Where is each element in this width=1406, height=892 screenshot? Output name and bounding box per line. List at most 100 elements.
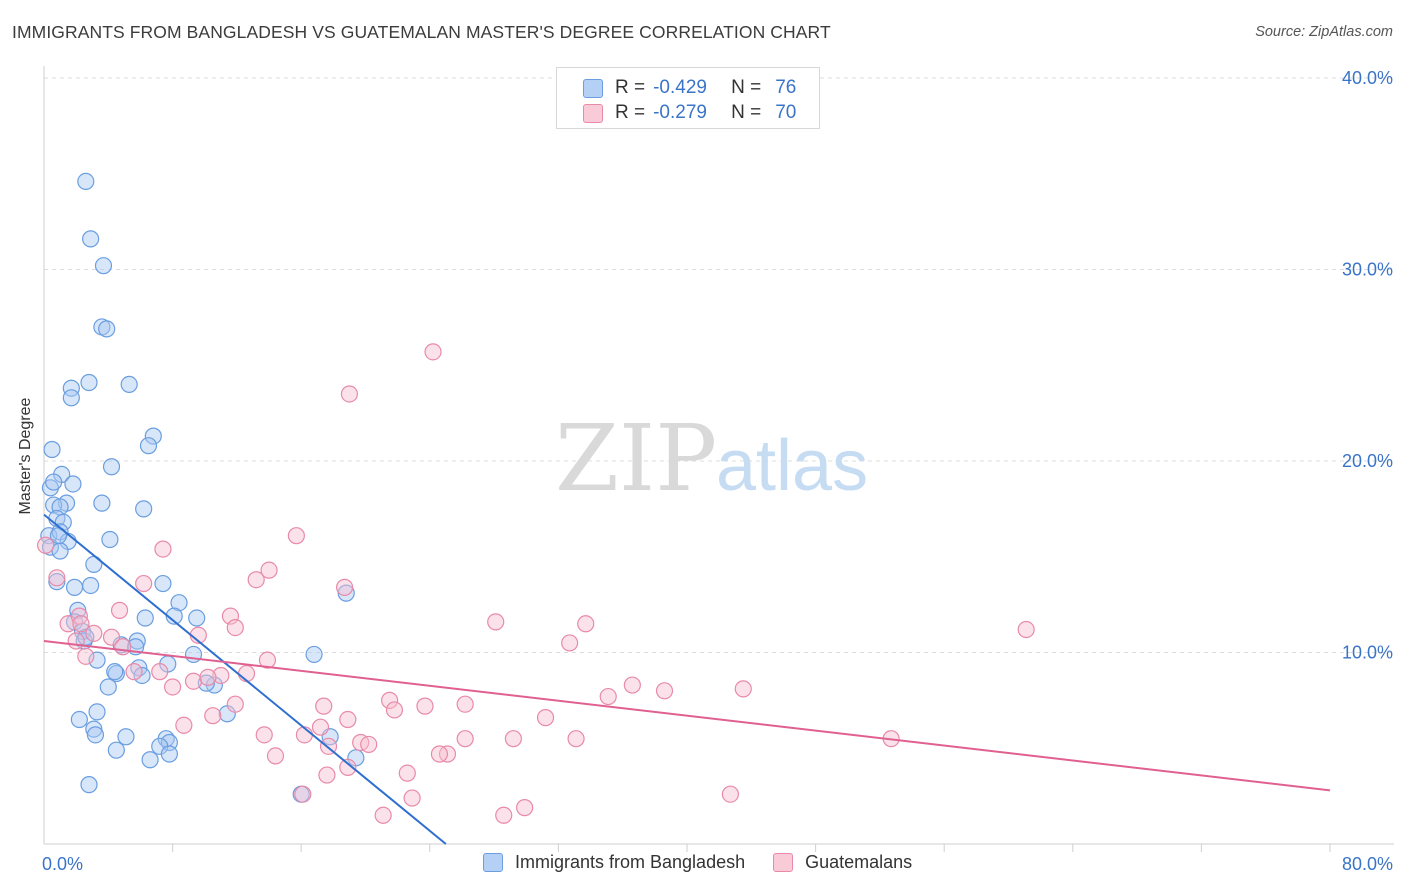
guatemalan-point: [226, 619, 244, 637]
guatemalan-point: [577, 615, 595, 633]
n-value: 76: [775, 77, 797, 98]
guatemalan-point: [339, 758, 357, 777]
series-legend: Immigrants from Bangladesh Guatemalans: [483, 852, 940, 873]
guatemalan-point: [37, 536, 55, 554]
guatemalan-point: [655, 682, 674, 700]
guatemalan-point: [318, 766, 336, 784]
bangladesh-point: [80, 373, 98, 392]
bangladesh-point: [106, 663, 124, 681]
bangladesh-point: [99, 678, 117, 696]
stats-legend-row-guatemalans: R = -0.279 N = 70: [583, 101, 796, 125]
bangladesh-point: [120, 375, 138, 393]
guatemalan-point: [456, 730, 474, 748]
guatemalan-point: [237, 664, 256, 683]
r-label: R =: [615, 102, 646, 123]
guatemalan-point: [734, 680, 752, 698]
guatemalan-point: [102, 628, 121, 646]
guatemalan-point: [125, 663, 143, 681]
bangladesh-point: [82, 230, 100, 248]
guatemalan-trend-line: [43, 640, 1331, 792]
y-tick-label: 30.0%: [1342, 260, 1393, 280]
chart-title: IMMIGRANTS FROM BANGLADESH VS GUATEMALAN…: [12, 22, 831, 42]
legend-item-bangladesh[interactable]: Immigrants from Bangladesh: [483, 852, 745, 873]
source-label: Source: ZipAtlas.com: [1255, 24, 1393, 40]
guatemalan-point: [114, 638, 132, 656]
tick-labels: 10.0% 20.0% 30.0% 40.0% 0.0% 80.0%: [42, 68, 1393, 874]
stats-legend: R = -0.429 N = 76 R = -0.279 N = 70: [556, 67, 820, 129]
guatemalan-point: [536, 709, 555, 727]
guatemalan-point: [339, 710, 357, 729]
pink-swatch: [583, 103, 603, 123]
guatemalan-point: [311, 718, 330, 736]
guatemalan-point: [247, 571, 265, 589]
r-label: R =: [615, 77, 646, 98]
guatemalan-point: [623, 676, 641, 694]
bangladesh-point: [305, 645, 323, 664]
watermark-atlas: atlas: [716, 426, 868, 506]
stats-legend-row-bangladesh: R = -0.429 N = 76: [583, 76, 796, 100]
bangladesh-point: [94, 257, 113, 275]
guatemalan-point: [567, 730, 585, 748]
n-value: 70: [775, 102, 797, 123]
data-points: [37, 172, 1035, 824]
r-value: -0.279: [653, 102, 707, 123]
bangladesh-point: [45, 473, 63, 491]
bangladesh-point: [188, 609, 206, 627]
guatemalan-point: [340, 385, 359, 403]
bangladesh-point: [43, 440, 61, 459]
guatemalan-point: [487, 613, 505, 631]
guatemalan-point: [184, 672, 203, 690]
guatemalan-point: [495, 806, 513, 824]
bangladesh-point: [139, 437, 158, 455]
guatemalan-point: [154, 540, 172, 558]
bangladesh-point: [88, 651, 106, 669]
bangladesh-point: [136, 609, 154, 627]
guatemalan-point: [212, 666, 230, 685]
guatemalan-point: [504, 730, 522, 748]
guatemalan-point: [151, 663, 169, 681]
guatemalan-point: [336, 578, 354, 596]
bangladesh-point: [62, 389, 80, 407]
guatemalan-point: [67, 632, 85, 650]
blue-swatch: [483, 853, 503, 872]
bangladesh-point: [65, 578, 84, 596]
guatemalan-point: [199, 668, 217, 686]
legend-label: Immigrants from Bangladesh: [515, 852, 746, 872]
bangladesh-point: [48, 573, 66, 591]
bangladesh-point: [160, 745, 178, 763]
guatemalan-point: [260, 561, 278, 579]
pink-swatch: [773, 853, 794, 872]
bangladesh-point: [51, 542, 69, 560]
axes: [43, 66, 1394, 852]
bangladesh-point: [45, 496, 63, 514]
legend-label: Guatemalans: [805, 852, 913, 872]
bangladesh-point: [101, 530, 119, 549]
guatemalan-point: [424, 343, 442, 361]
guatemalan-point: [135, 574, 153, 593]
guatemalan-point: [374, 806, 392, 824]
guatemalan-point: [416, 697, 434, 715]
guatemalan-point: [85, 624, 103, 642]
guatemalan-point: [77, 647, 95, 665]
n-label: N =: [731, 77, 762, 98]
legend-item-guatemalans[interactable]: Guatemalans: [773, 852, 912, 873]
guatemalan-point: [72, 615, 90, 633]
bangladesh-point: [141, 751, 159, 769]
bangladesh-trend-line: [43, 513, 447, 845]
guatemalan-point: [255, 726, 273, 744]
y-tick-label: 40.0%: [1342, 68, 1393, 88]
guatemalan-point: [287, 527, 305, 545]
bangladesh-point: [170, 594, 188, 612]
bangladesh-point: [62, 379, 80, 397]
guatemalan-point: [48, 569, 66, 587]
guatemalan-point: [294, 785, 312, 803]
bangladesh-point: [70, 710, 88, 729]
bangladesh-point: [86, 726, 105, 744]
guatemalan-point: [110, 601, 129, 619]
guatemalan-point: [721, 785, 740, 803]
guatemalan-point: [385, 701, 404, 719]
n-label: N =: [731, 102, 762, 123]
bangladesh-point: [88, 703, 106, 721]
guatemalan-point: [561, 634, 579, 652]
